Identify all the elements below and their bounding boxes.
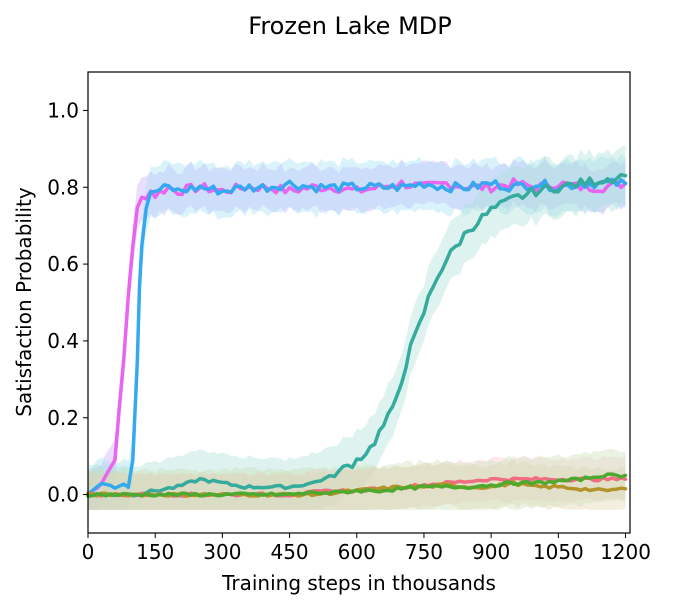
x-tick-label: 750 bbox=[405, 540, 443, 564]
series-band-4 bbox=[88, 459, 626, 510]
x-axis: 0 150 300 450 600 750 900 1050 1200 bbox=[82, 533, 651, 564]
chart-title: Frozen Lake MDP bbox=[248, 12, 451, 40]
y-axis-title: Satisfaction Probability bbox=[12, 187, 36, 417]
y-axis: 0.0 0.2 0.4 0.6 0.8 1.0 bbox=[47, 98, 88, 507]
x-tick-label: 1200 bbox=[600, 540, 651, 564]
x-tick-label: 600 bbox=[338, 540, 376, 564]
y-tick-label: 0.2 bbox=[47, 406, 79, 430]
series-line-2 bbox=[86, 172, 628, 498]
x-tick-label: 900 bbox=[472, 540, 510, 564]
x-axis-title: Training steps in thousands bbox=[221, 571, 496, 595]
confidence-bands bbox=[88, 145, 626, 510]
x-tick-label: 150 bbox=[136, 540, 174, 564]
series-line-1 bbox=[86, 177, 628, 497]
y-tick-label: 1.0 bbox=[47, 98, 79, 122]
series-lines bbox=[86, 172, 628, 498]
series-band-0 bbox=[88, 158, 626, 510]
series-line-5 bbox=[86, 472, 628, 498]
y-tick-label: 0.6 bbox=[47, 252, 79, 276]
x-tick-label: 1050 bbox=[533, 540, 584, 564]
y-tick-label: 0.4 bbox=[47, 329, 79, 353]
x-tick-label: 0 bbox=[82, 540, 95, 564]
x-tick-label: 300 bbox=[203, 540, 241, 564]
plot-frame bbox=[87, 71, 631, 534]
x-tick-label: 450 bbox=[270, 540, 308, 564]
y-tick-label: 0.0 bbox=[47, 483, 79, 507]
y-tick-label: 0.8 bbox=[47, 175, 79, 199]
